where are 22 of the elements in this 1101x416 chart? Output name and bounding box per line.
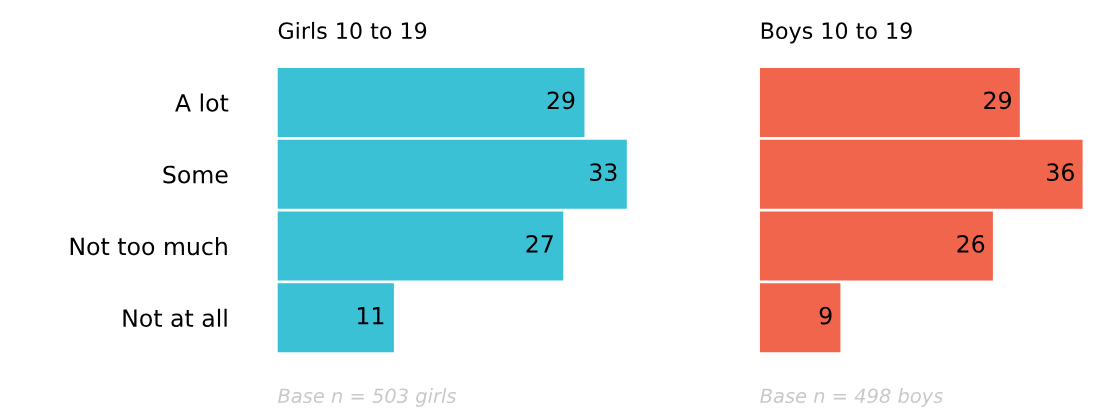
y-tick-label: Not too much [70,236,227,256]
chart-title: Boys 10 to 19 [761,22,912,44]
bar [277,283,394,353]
data-label: 29 [547,91,575,110]
data-label: 11 [357,307,384,325]
y-tick-label: Not at all [123,308,227,328]
bar [759,68,1020,137]
data-label: 29 [984,91,1011,110]
bar [277,211,564,281]
y-tick-label: Some [163,165,228,184]
data-label: 36 [1047,163,1074,182]
data-label: 33 [590,163,617,182]
bar [759,211,993,281]
y-tick-label: A lot [175,93,229,112]
bar [759,283,841,353]
data-label: 9 [819,306,832,325]
data-label: 27 [526,234,553,253]
bar [759,139,1083,209]
bar [277,139,627,209]
chart-title: Girls 10 to 19 [278,21,427,40]
bar [277,68,585,137]
data-label: 26 [957,234,985,253]
